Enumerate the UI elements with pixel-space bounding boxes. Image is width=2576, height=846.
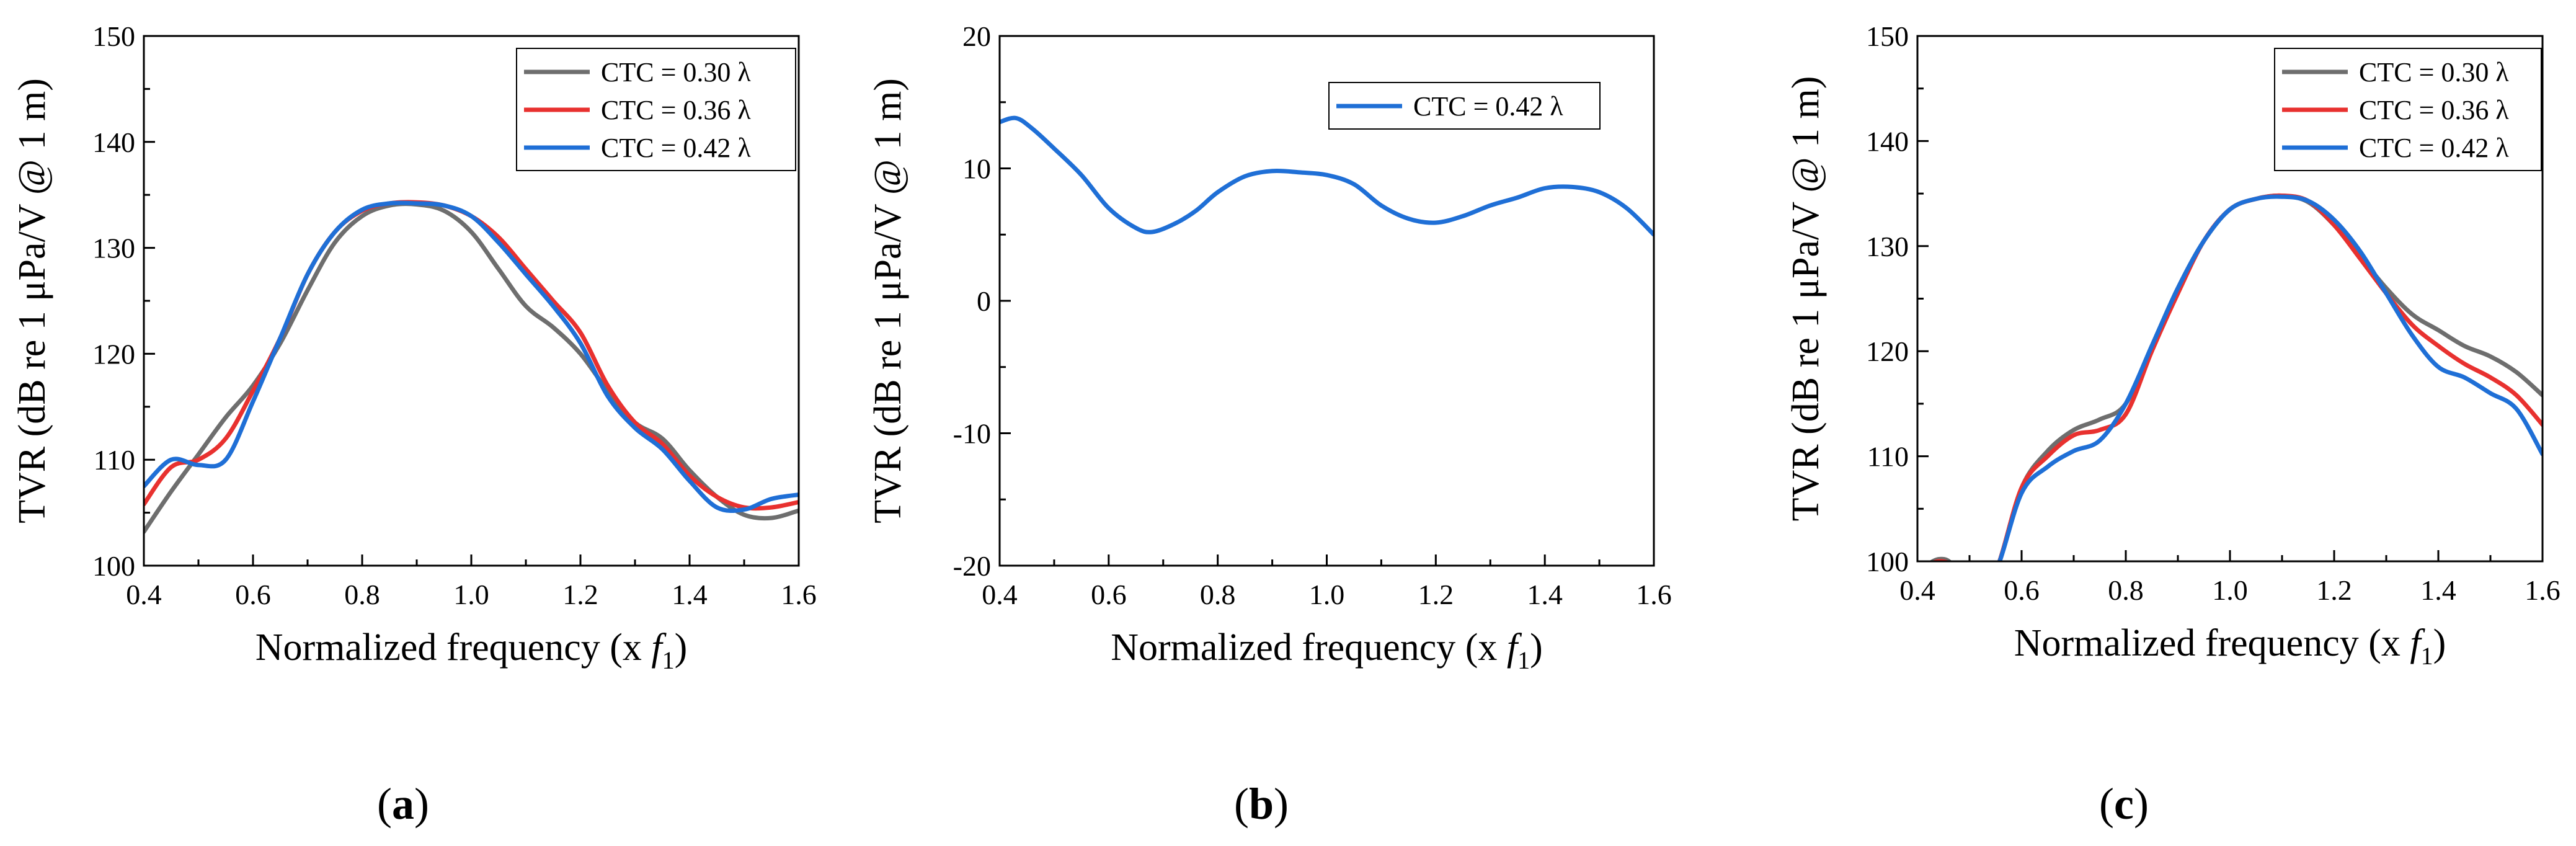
panel-label-b: (b) <box>1234 779 1289 829</box>
x-tick-label-b-5: 1.4 <box>1527 579 1563 610</box>
legend-label-c-1: CTC = 0.36 λ <box>2359 95 2509 125</box>
x-axis-label-a: Normalized frequency (x f1) <box>255 626 688 674</box>
x-tick-label-c-1: 0.6 <box>2004 574 2040 606</box>
series-line-a-1 <box>144 200 799 511</box>
y-tick-label-c-1: 110 <box>1867 441 1909 473</box>
x-tick-label-a-5: 1.4 <box>672 579 708 610</box>
series-line-b-0 <box>1000 115 1654 237</box>
y-tick-label-a-0: 100 <box>92 550 135 582</box>
y-axis-label-c: TVR (dB re 1 μPa/V @ 1 m) <box>1785 76 1827 522</box>
x-tick-label-b-6: 1.6 <box>1636 579 1672 610</box>
x-tick-label-a-2: 0.8 <box>344 579 380 610</box>
y-tick-label-b-0: -20 <box>953 550 991 582</box>
x-tick-label-c-5: 1.4 <box>2420 574 2456 606</box>
y-tick-label-c-0: 100 <box>1866 546 1909 577</box>
y-tick-label-a-5: 150 <box>92 20 135 52</box>
x-axis-label-b: Normalized frequency (x f1) <box>1111 626 1543 674</box>
series-line-c-1 <box>1931 193 2543 561</box>
chart-panel-a: 0.4 0.6 0.8 1.0 1.2 1.4 1.6 100 110 120 130 140 150 N… <box>11 20 817 674</box>
x-tick-label-c-3: 1.0 <box>2212 574 2248 606</box>
y-tick-label-a-3: 130 <box>92 233 135 264</box>
panel-label-a: (a) <box>377 779 429 829</box>
y-tick-label-c-3: 130 <box>1866 231 1909 262</box>
x-tick-label-b-2: 0.8 <box>1200 579 1236 610</box>
y-tick-label-b-4: 20 <box>962 20 991 52</box>
legend-a: CTC = 0.30 λ CTC = 0.36 λ CTC = 0.42 λ <box>516 48 796 171</box>
series-line-c-2 <box>1937 194 2543 561</box>
x-tick-label-a-4: 1.2 <box>562 579 598 610</box>
y-tick-label-b-1: -10 <box>953 418 991 450</box>
x-tick-label-a-1: 0.6 <box>235 579 271 610</box>
series-line-a-2 <box>144 200 799 514</box>
x-tick-label-a-3: 1.0 <box>453 579 489 610</box>
y-tick-label-b-3: 10 <box>962 153 991 185</box>
x-tick-label-c-0: 0.4 <box>1899 574 1935 606</box>
x-tick-label-b-0: 0.4 <box>982 579 1018 610</box>
legend-label-a-1: CTC = 0.36 λ <box>601 95 751 125</box>
y-tick-label-b-2: 0 <box>977 285 991 317</box>
legend-b: CTC = 0.42 λ <box>1328 82 1601 130</box>
x-tick-label-c-6: 1.6 <box>2525 574 2560 606</box>
y-tick-label-c-2: 120 <box>1866 336 1909 367</box>
x-tick-label-a-0: 0.4 <box>126 579 162 610</box>
y-tick-label-a-1: 110 <box>94 444 135 476</box>
panel-label-c: (c) <box>2099 779 2149 829</box>
x-tick-label-b-4: 1.2 <box>1418 579 1454 610</box>
y-tick-label-a-2: 120 <box>92 338 135 370</box>
legend-label-a-2: CTC = 0.42 λ <box>601 133 751 163</box>
legend-label-a-0: CTC = 0.30 λ <box>601 57 751 87</box>
legend-label-c-0: CTC = 0.30 λ <box>2359 57 2509 87</box>
x-tick-label-b-3: 1.0 <box>1309 579 1345 610</box>
y-tick-label-a-4: 140 <box>92 127 135 158</box>
y-axis-label-a: TVR (dB re 1 μPa/V @ 1 m) <box>11 78 53 523</box>
series-line-c-0 <box>1928 193 2543 561</box>
legend-label-c-2: CTC = 0.42 λ <box>2359 133 2509 163</box>
x-tick-label-c-4: 1.2 <box>2316 574 2352 606</box>
y-tick-label-c-5: 150 <box>1866 20 1909 52</box>
chart-panel-b: 0.4 0.6 0.8 1.0 1.2 1.4 1.6 -20 -10 0 10 20 Normaliz… <box>867 20 1672 674</box>
legend-c: CTC = 0.30 λ CTC = 0.36 λ CTC = 0.42 λ <box>2274 48 2542 171</box>
legend-label-b-0: CTC = 0.42 λ <box>1413 91 1563 122</box>
x-axis-label-c: Normalized frequency (x f1) <box>2014 622 2446 670</box>
y-axis-label-b: TVR (dB re 1 μPa/V @ 1 m) <box>867 78 909 523</box>
x-tick-label-c-2: 0.8 <box>2108 574 2144 606</box>
chart-panel-c: 0.4 0.6 0.8 1.0 1.2 1.4 1.6 100 110 120 130 140 150 N… <box>1785 20 2560 670</box>
y-tick-label-c-4: 140 <box>1866 125 1909 157</box>
x-tick-label-b-1: 0.6 <box>1091 579 1127 610</box>
series-line-a-0 <box>144 202 799 534</box>
x-tick-label-a-6: 1.6 <box>781 579 817 610</box>
